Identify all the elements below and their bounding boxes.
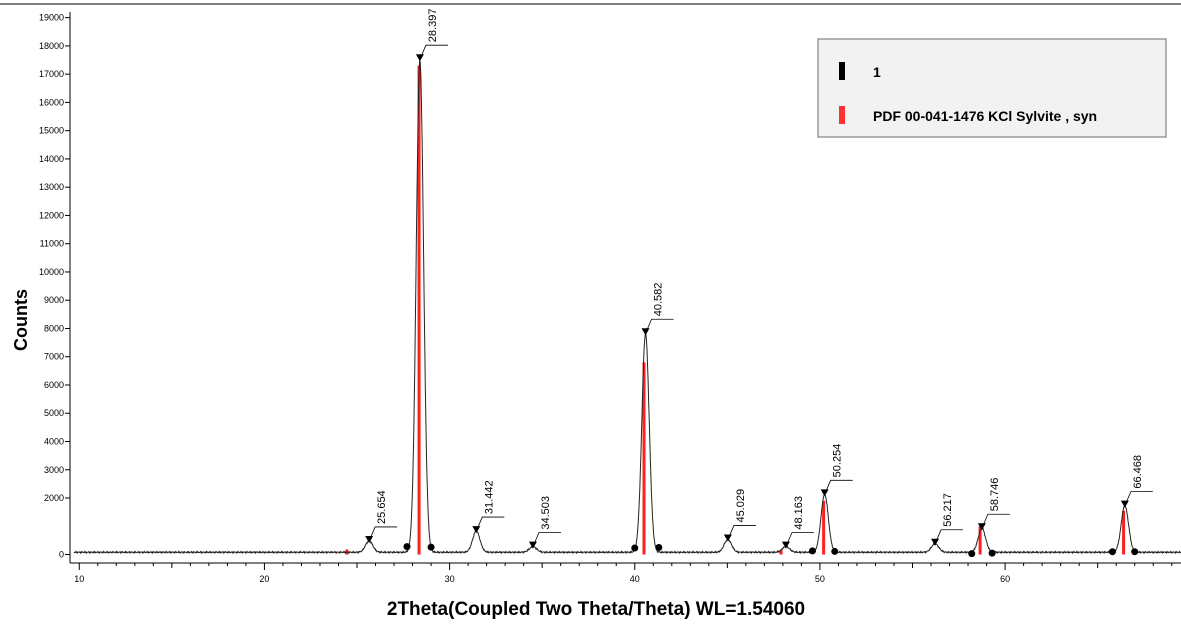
y-tick-label: 11000: [40, 239, 64, 249]
x-axis-title: 2Theta(Coupled Two Theta/Theta) WL=1.540…: [387, 599, 805, 620]
y-tick-label: 10000: [39, 267, 64, 277]
x-tick-label: 50: [815, 574, 825, 584]
peak-leader: [419, 44, 448, 60]
peak-marker: [781, 541, 790, 549]
background-point: [809, 547, 817, 555]
y-tick-label: 6000: [44, 380, 64, 390]
background-point: [831, 547, 839, 555]
legend-box: [817, 38, 1167, 138]
y-axis-title: Counts: [11, 289, 31, 351]
y-tick-label: 0: [59, 550, 64, 560]
peak-marker: [641, 328, 650, 336]
x-tick-label: 30: [445, 574, 455, 584]
x-tick-label: 60: [1000, 574, 1010, 584]
y-tick-label: 3000: [44, 465, 64, 475]
legend-label-2: PDF 00-041-1476 KCl Sylvite , syn: [873, 108, 1097, 124]
legend-swatch-2: [839, 106, 845, 124]
peak-leader: [934, 529, 964, 544]
reference-line: [978, 526, 982, 555]
background-point: [1108, 548, 1116, 556]
reference-line: [779, 550, 783, 555]
x-tick-label: 40: [630, 574, 640, 584]
peak-leader: [368, 526, 398, 542]
peak-marker: [1120, 500, 1129, 508]
peak-label: 48.163: [793, 496, 805, 530]
reference-line: [642, 362, 646, 555]
y-tick-label: 5000: [44, 408, 64, 418]
peak-labels: 25.654 28.397 31.442 34.503 40.582 45.029 48.1…: [368, 9, 1153, 547]
peak-leader: [475, 516, 505, 532]
background-point: [427, 543, 435, 551]
peak-label: 50.254: [832, 444, 844, 478]
y-tick-label: 2000: [44, 493, 64, 503]
background-point: [1131, 548, 1139, 556]
reference-line: [1122, 510, 1126, 555]
background-point: [403, 543, 411, 551]
background-point: [968, 550, 976, 558]
y-tick-label: 7000: [44, 352, 64, 362]
reference-lines: [345, 65, 1126, 555]
axes: [69, 12, 1181, 564]
peak-marker: [820, 489, 829, 497]
peak-marker: [931, 538, 940, 546]
reference-line: [822, 500, 826, 555]
y-tick-label: 4000: [44, 436, 64, 446]
y-tick-label: 14000: [39, 154, 64, 164]
y-tick-label: 18000: [39, 41, 64, 51]
y-tick-label: 16000: [39, 97, 64, 107]
x-tick-label: 10: [74, 574, 84, 584]
peak-label: 66.468: [1132, 455, 1144, 489]
peak-marker: [365, 535, 374, 543]
peak-marker: [415, 54, 424, 62]
y-tick-label: 13000: [39, 182, 64, 192]
peak-leader: [785, 532, 814, 547]
peak-label: 34.503: [540, 496, 552, 530]
x-tick-label: 20: [259, 574, 269, 584]
y-tick-label: 19000: [39, 13, 64, 23]
y-tick-label: 8000: [44, 323, 64, 333]
legend-swatch-1: [839, 62, 845, 80]
peak-marker: [472, 526, 481, 534]
background-points: [403, 543, 1139, 558]
reference-line: [417, 65, 421, 555]
peak-marker: [528, 541, 537, 549]
background-point: [631, 544, 639, 552]
y-tick-label: 12000: [39, 210, 64, 220]
peak-leader: [981, 513, 1010, 529]
peak-marker: [723, 534, 732, 542]
peak-markers: [365, 54, 1129, 549]
peak-leader: [532, 532, 561, 547]
peak-label: 58.746: [989, 478, 1001, 512]
legend-label-1: 1: [873, 64, 881, 80]
peak-label: 31.442: [483, 480, 495, 514]
background-point: [655, 543, 663, 551]
peak-label: 28.397: [427, 9, 439, 43]
y-tick-label: 9000: [44, 295, 64, 305]
peak-label: 25.654: [376, 490, 388, 524]
peak-label: 40.582: [653, 283, 665, 317]
background-point: [988, 549, 996, 557]
y-tick-label: 17000: [39, 69, 64, 79]
y-ticks: 0 2000 3000 4000 5000 6000 7000 8000 9000 10000 11…: [39, 13, 70, 560]
legend: 1 PDF 00-041-1476 KCl Sylvite , syn: [817, 38, 1167, 138]
peak-marker: [977, 523, 986, 531]
y-tick-label: 15000: [39, 126, 64, 136]
diffraction-pattern-line: [73, 59, 1181, 555]
peak-label: 45.029: [735, 489, 747, 523]
peak-leader: [645, 318, 674, 334]
peak-leader: [727, 525, 756, 540]
peak-leader: [824, 479, 853, 495]
peak-label: 56.217: [942, 493, 954, 527]
x-ticks: 10 20 30 40 50 60: [74, 563, 1173, 584]
peak-leader: [1124, 491, 1153, 506]
